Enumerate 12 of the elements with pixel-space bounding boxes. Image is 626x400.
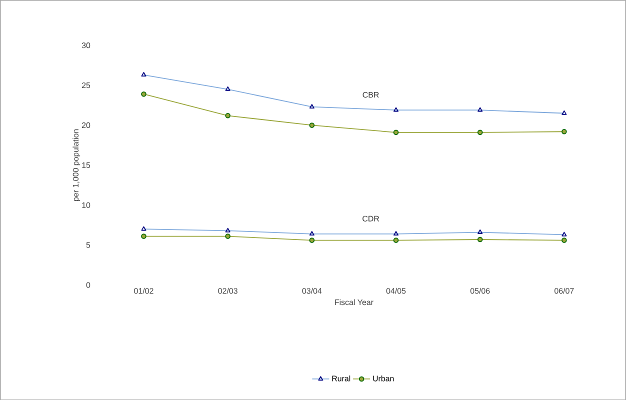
point xyxy=(393,130,399,135)
point xyxy=(477,236,483,242)
point xyxy=(309,238,315,243)
point xyxy=(393,238,399,243)
point xyxy=(225,234,230,239)
point xyxy=(309,122,315,128)
point xyxy=(141,91,146,97)
point xyxy=(562,238,567,243)
point xyxy=(562,128,567,134)
point xyxy=(477,130,483,135)
point xyxy=(225,112,230,118)
point xyxy=(141,234,146,239)
